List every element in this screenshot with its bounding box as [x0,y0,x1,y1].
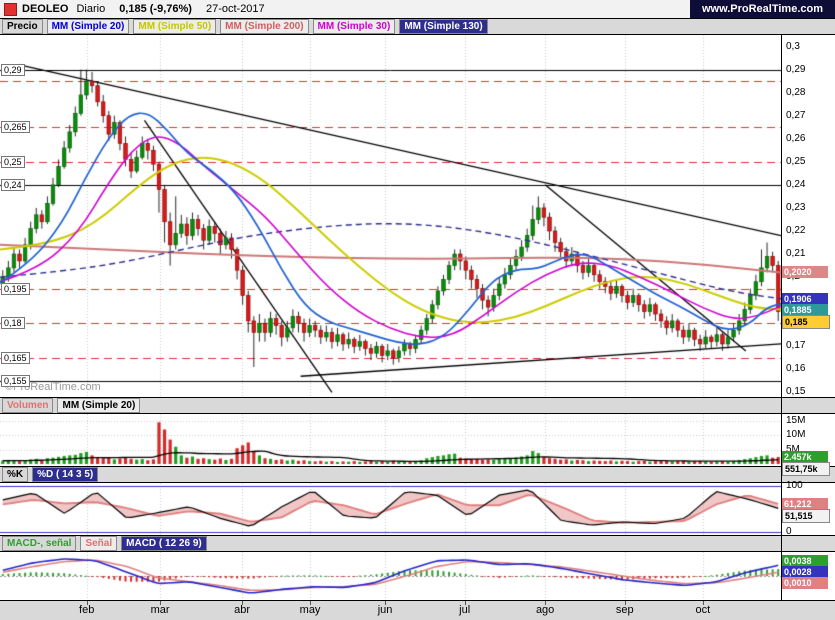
price-legend-bar: Precio MM (Simple 20) MM (Simple 50) MM (Si… [0,18,835,35]
axis-separator [781,35,782,600]
month-label-jun: jun [377,604,393,616]
price-tag-1: 0,1906 [782,292,828,305]
month-tick [464,601,466,605]
title-bar: DEOLEO Diario 0,185 (-9,76%) 27-oct-2017… [0,0,835,18]
price-legend-item-3[interactable]: MM (Simple 200) [220,19,309,34]
month-tick [545,601,547,605]
price-axis-tick: 0,22 [786,224,806,236]
month-tick [242,601,244,605]
stoch-legend-item-0[interactable]: %K [2,467,29,482]
price-axis-tick: 0,27 [786,109,806,121]
month-tick [624,601,626,605]
level-label-1: 0,265 [1,121,30,134]
month-tick [160,601,162,605]
price-axis-tick: 0,3 [786,40,800,52]
price-axis-tick: 0,21 [786,248,806,260]
price-axis-tick: 0,24 [786,178,806,190]
price-chart-canvas[interactable] [0,35,781,397]
month-tick [702,601,704,605]
macd-legend-item-2[interactable]: MACD ( 12 26 9) [121,536,207,551]
macd-legend-item-1[interactable]: Señal [80,536,118,551]
price-tag-0: 0,2020 [782,266,828,279]
volume-legend-bar: Volumen MM (Simple 20) [0,397,835,414]
stoch-axis-tick: 100 [786,480,803,491]
level-label-3: 0,24 [1,178,25,191]
month-label-feb: feb [79,604,95,616]
month-tick [86,601,88,605]
volume-axis-tick: 10M [786,429,806,441]
month-label-abr: abr [234,604,251,616]
price-axis-tick: 0,16 [786,363,806,375]
stoch-legend-bar: %K %D ( 14 3 5) [0,466,835,483]
price-axis-tick: 0,15 [786,386,806,398]
timeframe-label: Diario [76,3,106,15]
macd-chart-canvas[interactable] [0,552,781,600]
price-legend-item-2[interactable]: MM (Simple 50) [133,19,217,34]
stoch-tag-1: 51,515 [782,508,830,523]
month-label-ago: ago [535,604,555,616]
level-label-7: 0,155 [1,374,30,387]
level-label-2: 0,25 [1,155,25,168]
price-axis-tick: 0,23 [786,201,806,213]
level-label-0: 0,29 [1,63,25,76]
volume-tag-0: 2.457k [782,450,828,463]
volume-legend-item-0[interactable]: Volumen [2,398,54,413]
price-axis-tick: 0,26 [786,132,806,144]
stoch-tag-0: 61,212 [782,497,828,510]
macd-legend-bar: MACD-, señal Señal MACD ( 12 26 9) [0,535,835,552]
stoch-chart-canvas[interactable] [0,483,781,535]
volume-axis-tick: 5M [786,443,800,455]
stoch-legend-item-1[interactable]: %D ( 14 3 5) [32,467,99,482]
prorealtime-link[interactable]: www.ProRealTime.com [689,0,835,18]
price-legend-item-1[interactable]: MM (Simple 20) [46,19,130,34]
price-tag-2: 0,1885 [782,303,828,316]
month-tick [385,601,387,605]
price-legend-item-5[interactable]: MM (Simple 130) [399,19,488,34]
price-axis-tick: 0,29 [786,63,806,75]
month-tick [310,601,312,605]
last-quote: 0,185 (-9,76%) [119,3,192,15]
right-price-axis: 0,3 0,29 0,28 0,27 0,26 0,25 0,24 0,23 0,22 0,21 0… [781,0,835,620]
price-axis-tick: 0,28 [786,86,806,98]
macd-tag-0: 0,0038 [782,555,828,568]
price-legend-item-0[interactable]: Precio [2,19,43,34]
macd-legend-item-0[interactable]: MACD-, señal [2,536,77,551]
window-icon[interactable] [4,2,17,16]
stoch-axis-tick: 0 [786,526,792,537]
time-axis: feb mar abr may jun jul ago sep oct [0,600,835,620]
month-label-oct: oct [695,604,711,616]
symbol-name: DEOLEO [22,3,69,15]
volume-legend-item-1[interactable]: MM (Simple 20) [57,398,141,413]
last-date: 27-oct-2017 [205,3,265,15]
level-label-5: 0,18 [1,317,25,330]
price-legend-item-4[interactable]: MM (Simple 30) [312,19,396,34]
price-tag-3: 0,185 [782,314,830,329]
macd-tag-1: 0,0028 [782,566,828,579]
month-label-sep: sep [615,604,634,616]
price-axis-tick: 0,25 [786,155,806,167]
price-axis-tick: 0,17 [786,340,806,352]
month-label-mar: mar [150,604,170,616]
volume-tag-1: 551,75k [782,461,830,476]
level-label-4: 0,195 [1,282,30,295]
month-label-jul: jul [459,604,471,616]
volume-chart-canvas[interactable] [0,414,781,466]
macd-tag-2: 0,0010 [782,577,828,590]
volume-axis-tick: 15M [786,414,806,426]
month-label-may: may [299,604,321,616]
level-label-6: 0,165 [1,351,30,364]
